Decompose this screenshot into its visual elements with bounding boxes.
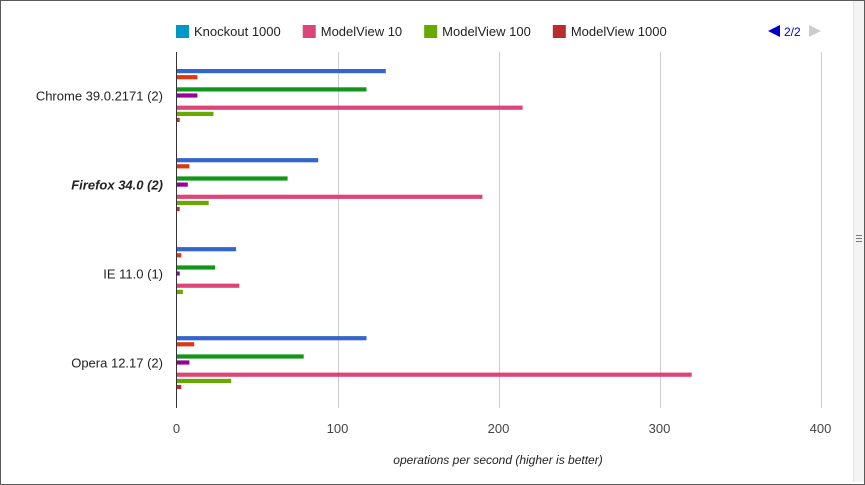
bar[interactable] — [176, 372, 692, 377]
x-tick-label: 200 — [488, 421, 510, 436]
bar[interactable] — [176, 75, 198, 80]
legend-label: ModelView 10 — [321, 24, 402, 39]
category-label: Chrome 39.0.2171 (2) — [36, 89, 163, 104]
bar[interactable] — [176, 164, 190, 169]
bar[interactable] — [176, 158, 319, 163]
legend-page-indicator: 2/2 — [784, 25, 801, 39]
bar[interactable] — [176, 69, 386, 74]
legend-pager: 2/2 — [768, 25, 821, 39]
bar[interactable] — [176, 384, 182, 390]
legend-next-arrow-icon[interactable] — [809, 25, 821, 37]
category-label: Firefox 34.0 (2) — [71, 178, 163, 193]
bar[interactable] — [176, 206, 180, 212]
legend-swatch — [302, 25, 316, 38]
bar[interactable] — [176, 105, 523, 110]
x-tick-label: 100 — [327, 421, 349, 436]
bar[interactable] — [176, 342, 195, 347]
legend-label: Knockout 1000 — [194, 24, 281, 39]
bar[interactable] — [176, 194, 483, 199]
bar[interactable] — [176, 265, 216, 270]
legend-swatch — [424, 25, 438, 38]
gridlines — [338, 52, 822, 408]
bar[interactable] — [176, 247, 237, 252]
bar[interactable] — [176, 271, 180, 276]
bar[interactable] — [176, 117, 180, 122]
bar[interactable] — [176, 354, 304, 359]
bars — [176, 69, 692, 390]
bar[interactable] — [176, 200, 209, 205]
x-tick-label: 400 — [810, 421, 832, 436]
legend-label: ModelView 1000 — [571, 24, 667, 39]
legend-swatch — [552, 25, 566, 38]
bar[interactable] — [176, 93, 198, 98]
bar[interactable] — [176, 336, 367, 341]
bar[interactable] — [176, 253, 182, 258]
legend: Knockout 1000 ModelView 10 ModelView 100 Mo… — [176, 24, 667, 39]
bar[interactable] — [176, 283, 240, 288]
vertical-scrollbar[interactable] — [853, 1, 864, 482]
scrollbar-grip-icon[interactable] — [856, 235, 862, 243]
bar[interactable] — [176, 87, 367, 92]
category-label: Opera 12.17 (2) — [71, 356, 163, 371]
legend-prev-arrow-icon[interactable] — [768, 25, 780, 37]
x-tick-label: 0 — [173, 421, 180, 436]
legend-item[interactable]: ModelView 10 — [302, 24, 402, 39]
x-axis-title: operations per second (higher is better) — [393, 453, 602, 467]
bar[interactable] — [176, 176, 288, 181]
legend-swatch — [176, 25, 189, 38]
legend-item[interactable]: Knockout 1000 — [176, 24, 281, 39]
category-labels: Chrome 39.0.2171 (2) Firefox 34.0 (2) IE 1… — [36, 89, 163, 371]
bar[interactable] — [176, 378, 232, 383]
bar[interactable] — [176, 289, 183, 294]
bar[interactable] — [176, 111, 214, 116]
x-tick-labels: 0 100 200 300 400 — [173, 421, 831, 436]
bar[interactable] — [176, 360, 190, 365]
category-label: IE 11.0 (1) — [103, 267, 163, 282]
bar[interactable] — [176, 182, 188, 187]
legend-item[interactable]: ModelView 1000 — [552, 24, 667, 39]
legend-label: ModelView 100 — [442, 24, 531, 39]
x-tick-label: 300 — [649, 421, 671, 436]
legend-item[interactable]: ModelView 100 — [424, 24, 531, 39]
